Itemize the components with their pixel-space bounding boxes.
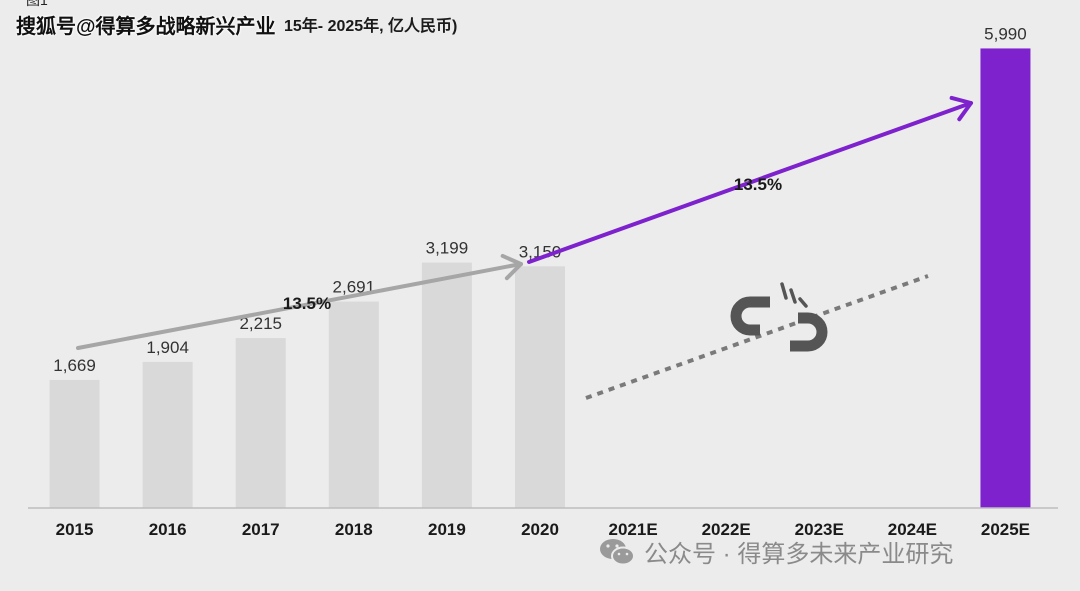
data-label-2017: 2,215 (239, 314, 282, 333)
bar-2017 (235, 338, 286, 508)
chart-title: 15年- 2025年, 亿人民币) (284, 18, 458, 35)
watermark-top: 搜狐号@得算多战略新兴产业 (16, 16, 276, 38)
data-label-2019: 3,199 (426, 239, 469, 258)
spark-3 (798, 297, 808, 308)
growth-arrow-forecast-head (949, 95, 973, 122)
magnet-left-half (730, 296, 770, 336)
figure-label: 图1 (26, 0, 48, 8)
growth-arrow-forecast-shaft (527, 101, 973, 264)
growth-arrow-actual-label: 13.5% (283, 294, 331, 313)
spark-1 (780, 282, 788, 300)
bar-2025E (980, 48, 1031, 509)
growth-arrow-forecast: 13.5% (527, 95, 973, 264)
bar-2019 (421, 262, 472, 508)
bar-2020 (515, 266, 565, 508)
data-label-2015: 1,669 (53, 356, 96, 375)
data-label-2020: 3,150 (519, 242, 562, 261)
tick-label-2025E: 2025E (981, 520, 1030, 539)
magnet-right-half (790, 312, 828, 352)
growth-arrow-actual: 13.5% (76, 253, 523, 350)
growth-arrow-forecast-label: 13.5% (734, 175, 782, 194)
bar-2018 (328, 301, 379, 508)
spark-2 (789, 288, 797, 304)
tick-label-2015: 2015 (56, 520, 94, 539)
bar-2016 (142, 361, 193, 508)
broken-magnet-icon (730, 282, 828, 352)
dotted-trend-line (585, 274, 929, 400)
tick-label-2019: 2019 (428, 520, 466, 539)
tick-label-2017: 2017 (242, 520, 280, 539)
growth-arrow-actual-head (500, 253, 523, 281)
growth-arrow-actual-shaft (76, 262, 523, 350)
watermark-bottom-text: 公众号 · 得算多未来产业研究 (644, 541, 954, 568)
tick-label-2020: 2020 (521, 520, 559, 539)
bar-2015 (49, 379, 100, 508)
data-label-2016: 1,904 (146, 338, 189, 357)
tick-label-2023E: 2023E (795, 520, 844, 539)
data-label-2025E: 5,990 (984, 24, 1027, 43)
tick-label-2018: 2018 (335, 520, 373, 539)
tick-label-2016: 2016 (149, 520, 187, 539)
tick-label-2021E: 2021E (609, 520, 658, 539)
tick-label-2022E: 2022E (702, 520, 751, 539)
tick-label-2024E: 2024E (888, 520, 937, 539)
watermark-bottom: 公众号 · 得算多未来产业研究 (598, 534, 953, 569)
wechat-icon (600, 538, 635, 565)
